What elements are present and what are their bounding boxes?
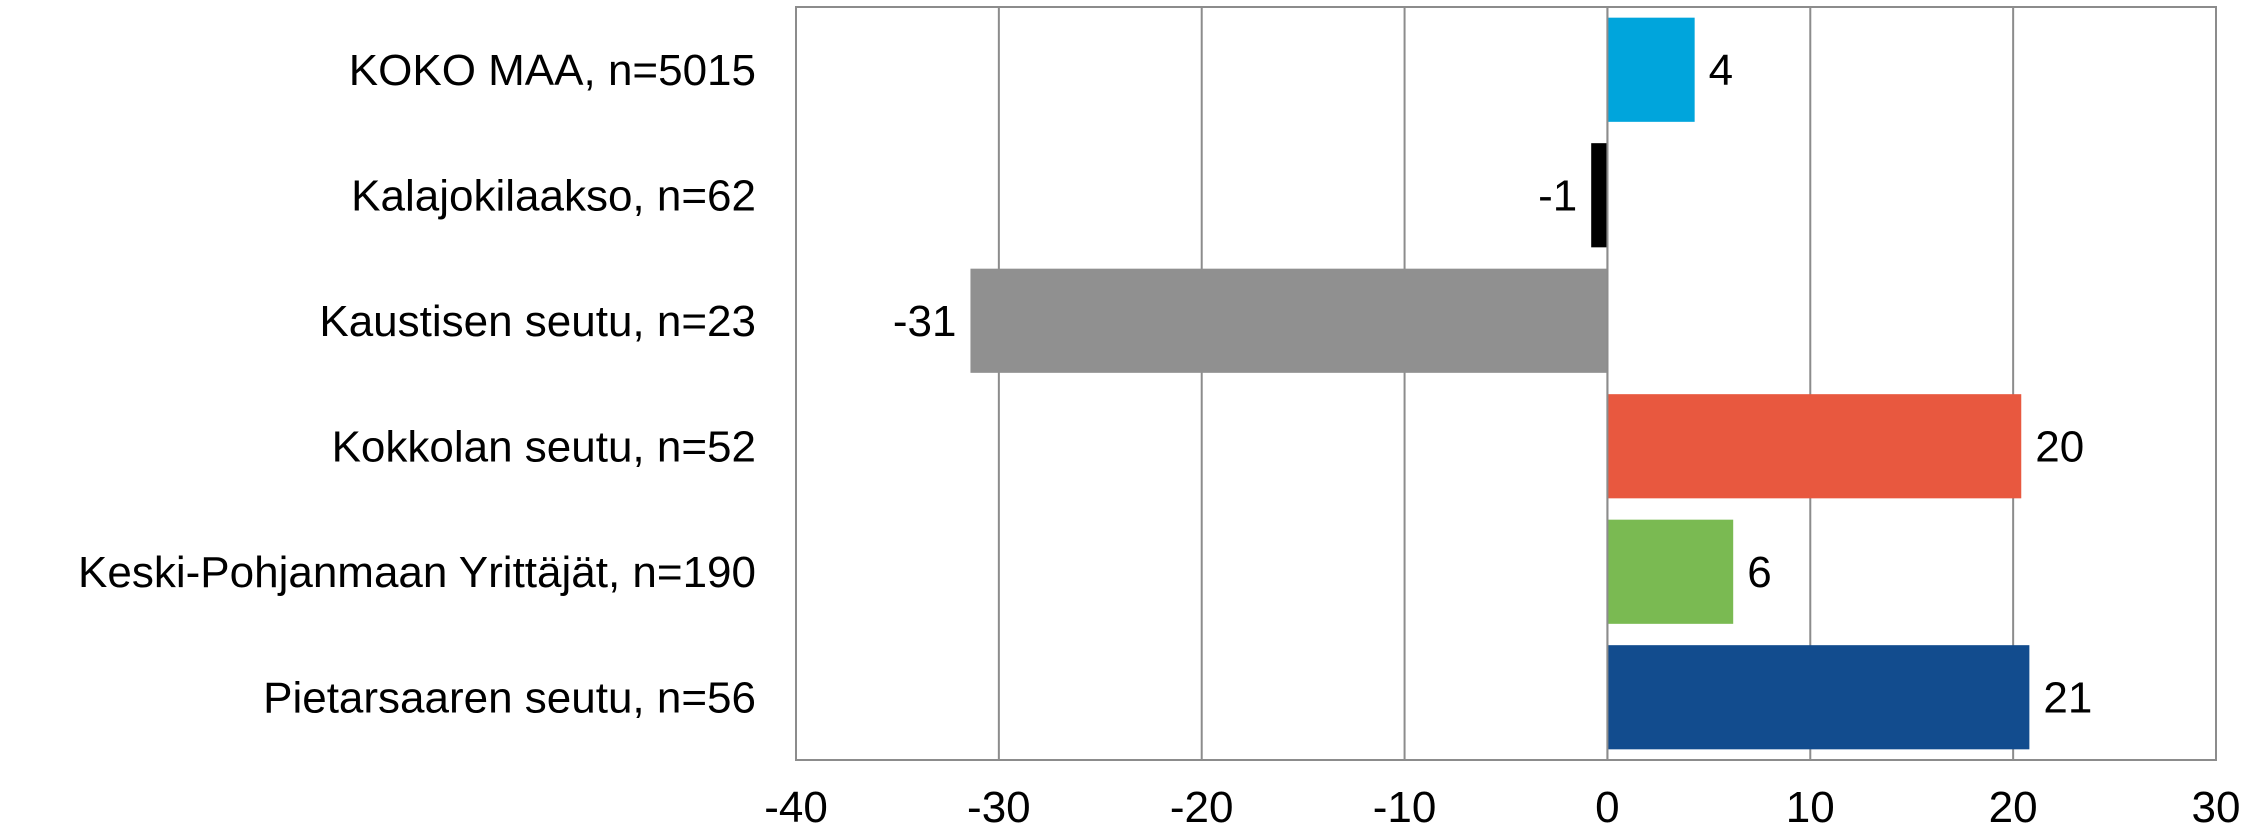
bar xyxy=(970,268,1608,373)
labels: 4 KOKO MAA, n=5015 -1 Kalajokilaakso, n=62 -… xyxy=(78,46,2240,832)
category-label: Kaustisen seutu, n=23 xyxy=(319,297,756,346)
category-label: Kokkolan seutu, n=52 xyxy=(332,422,756,471)
bars xyxy=(970,17,2030,750)
axes xyxy=(795,6,2217,761)
x-tick-label: 20 xyxy=(1989,783,2038,832)
x-tick-label: -20 xyxy=(1170,783,1234,832)
data-label: -1 xyxy=(1538,171,1577,220)
data-label: 21 xyxy=(2043,673,2092,722)
x-tick-label: 10 xyxy=(1786,783,1835,832)
x-tick-label: 0 xyxy=(1595,783,1619,832)
plot-frame xyxy=(795,6,2217,761)
bar xyxy=(1607,645,2030,750)
bar xyxy=(1607,519,1734,624)
category-label: KOKO MAA, n=5015 xyxy=(349,46,756,95)
category-label: Kalajokilaakso, n=62 xyxy=(351,171,756,220)
data-label: -31 xyxy=(893,297,957,346)
bar xyxy=(1607,17,1695,122)
x-tick-label: -30 xyxy=(967,783,1031,832)
data-label: 6 xyxy=(1747,548,1771,597)
bar xyxy=(1591,143,1608,248)
category-label: Pietarsaaren seutu, n=56 xyxy=(263,673,756,722)
data-label: 4 xyxy=(1709,46,1733,95)
data-label: 20 xyxy=(2035,422,2084,471)
x-tick-label: -10 xyxy=(1373,783,1437,832)
bar xyxy=(1607,394,2022,499)
x-tick-label: -40 xyxy=(764,783,828,832)
x-tick-label: 30 xyxy=(2192,783,2241,832)
category-label: Keski-Pohjanmaan Yrittäjät, n=190 xyxy=(78,548,756,597)
